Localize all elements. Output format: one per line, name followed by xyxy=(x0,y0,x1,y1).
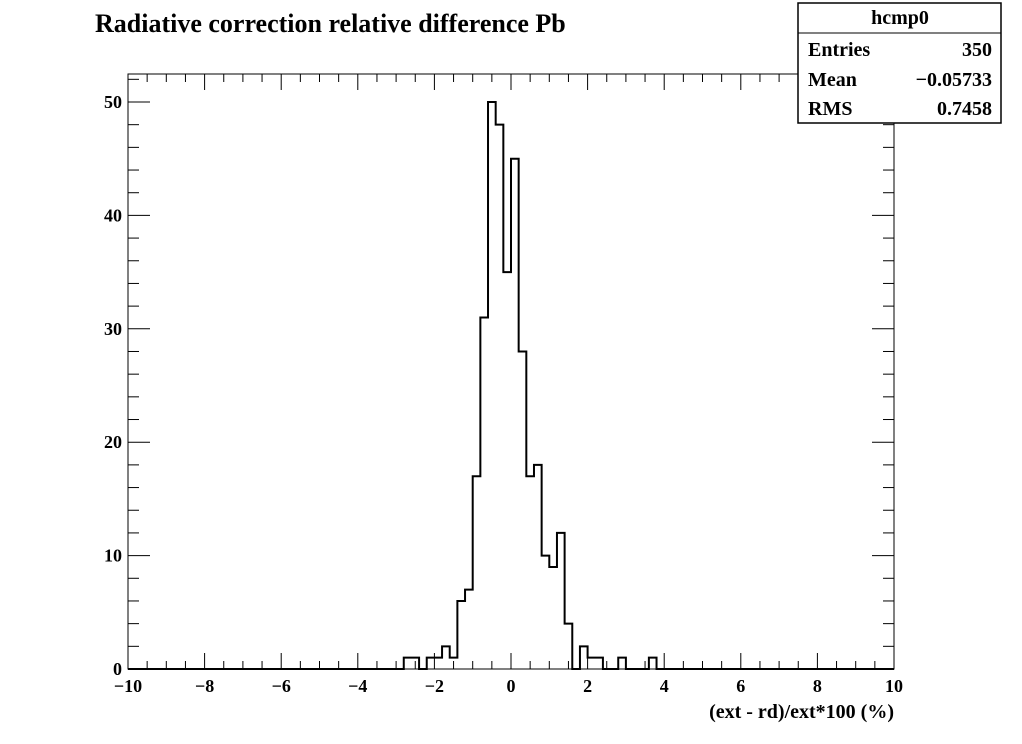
stats-entries-label: Entries xyxy=(808,39,870,61)
y-tick-label: 10 xyxy=(104,546,122,566)
x-tick-label: 0 xyxy=(507,676,516,696)
y-tick-label: 20 xyxy=(104,432,122,452)
x-axis-label: (ext - rd)/ext*100 (%) xyxy=(709,701,894,723)
stats-box-frame xyxy=(797,2,1002,124)
stats-mean-label: Mean xyxy=(808,69,857,91)
x-tick-label: 10 xyxy=(885,676,903,696)
y-tick-label: 0 xyxy=(113,659,122,679)
y-tick-labels: 0 10 20 30 40 50 xyxy=(104,92,122,679)
x-tick-labels: −10 −8 −6 −4 −2 0 2 4 6 8 10 xyxy=(114,676,903,696)
stats-box: hcmp0 Entries 350 Mean −0.05733 RMS 0.74… xyxy=(797,2,1002,124)
y-tick-label: 40 xyxy=(104,205,122,225)
x-tick-label: 4 xyxy=(660,676,669,696)
stats-box-name: hcmp0 xyxy=(871,7,929,29)
x-tick-label: −10 xyxy=(114,676,142,696)
stats-entries-value: 350 xyxy=(962,39,992,61)
x-tick-label: −8 xyxy=(195,676,214,696)
x-tick-label: 8 xyxy=(813,676,822,696)
stats-mean-value: −0.05733 xyxy=(916,69,992,91)
x-tick-label: −2 xyxy=(425,676,444,696)
y-tick-label: 30 xyxy=(104,319,122,339)
x-tick-label: 2 xyxy=(583,676,592,696)
stats-rms-value: 0.7458 xyxy=(937,98,992,120)
x-tick-label: −6 xyxy=(272,676,291,696)
x-tick-label: −4 xyxy=(348,676,367,696)
stats-rms-label: RMS xyxy=(808,98,852,120)
chart-title: Radiative correction relative difference… xyxy=(95,9,566,38)
x-tick-label: 6 xyxy=(736,676,745,696)
y-tick-label: 50 xyxy=(104,92,122,112)
histogram-outline xyxy=(128,101,894,670)
